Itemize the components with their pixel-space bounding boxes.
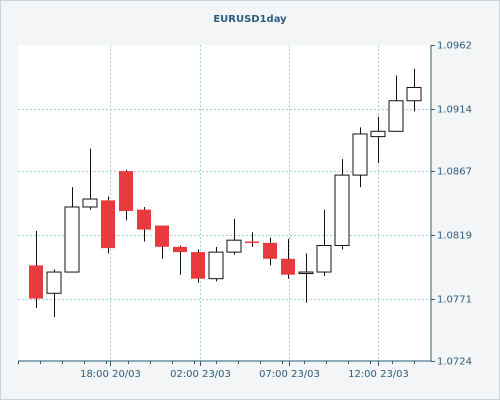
candle-body-up (226, 239, 242, 253)
candle (82, 148, 98, 210)
x-tick-label: 07:00 23/03 (259, 369, 320, 380)
plot-area (18, 45, 431, 360)
candle-body-down (191, 252, 205, 279)
candle (46, 269, 62, 318)
candle-body-up (406, 86, 422, 102)
candle-body-up (46, 271, 62, 294)
candle (352, 127, 368, 188)
candle-body-down (101, 200, 115, 249)
chart-title: EURUSD1day (213, 14, 287, 25)
candle (334, 159, 350, 250)
candle (316, 209, 332, 277)
candle (119, 169, 133, 221)
candle-body-up (370, 130, 386, 138)
y-tick-label: 1.0962 (437, 41, 472, 52)
candle (298, 253, 314, 303)
candles-layer (29, 68, 422, 318)
candle (245, 232, 259, 247)
candle-body-up (352, 133, 368, 176)
x-tick-label: 02:00 23/03 (170, 369, 231, 380)
candle-body-down (29, 265, 43, 299)
x-tick-label: 12:00 23/03 (348, 369, 409, 380)
candle-body-down (119, 171, 133, 211)
y-tick-label: 1.0771 (437, 295, 472, 306)
candle (101, 196, 115, 254)
candle-body-down (263, 242, 277, 259)
candle-body-down (173, 246, 187, 253)
candle (263, 237, 277, 266)
candle-body-up (208, 251, 224, 280)
candle-body-down (281, 258, 295, 275)
candle (137, 206, 151, 242)
y-tick-label: 1.0914 (437, 105, 472, 116)
candle-body-down (137, 209, 151, 230)
candle-body-up (334, 174, 350, 246)
y-tick-label: 1.0724 (437, 357, 472, 368)
candle (208, 246, 224, 282)
y-tick-label: 1.0819 (437, 231, 472, 242)
candle-body-up (82, 198, 98, 208)
candle (406, 68, 422, 112)
candle (64, 187, 80, 273)
candle-body-up (388, 100, 404, 132)
candle (29, 230, 43, 308)
candle-body-down (155, 225, 169, 247)
candle-body-up (316, 244, 332, 273)
candle (155, 225, 169, 259)
candle (191, 249, 205, 283)
candle (281, 238, 295, 279)
axis-layer: 1.0962 1.0914 1.0867 1.0819 1.0771 1.0724 18:0… (18, 41, 472, 380)
candle (388, 75, 404, 132)
x-tick-label: 18:00 20/03 (80, 369, 141, 380)
candle (226, 218, 242, 255)
candle-body-up (64, 206, 80, 273)
y-tick-label: 1.0867 (437, 167, 472, 178)
candle (173, 245, 187, 275)
candle-body-up (298, 271, 314, 275)
candle-body-down (245, 241, 259, 244)
candle (370, 116, 386, 164)
